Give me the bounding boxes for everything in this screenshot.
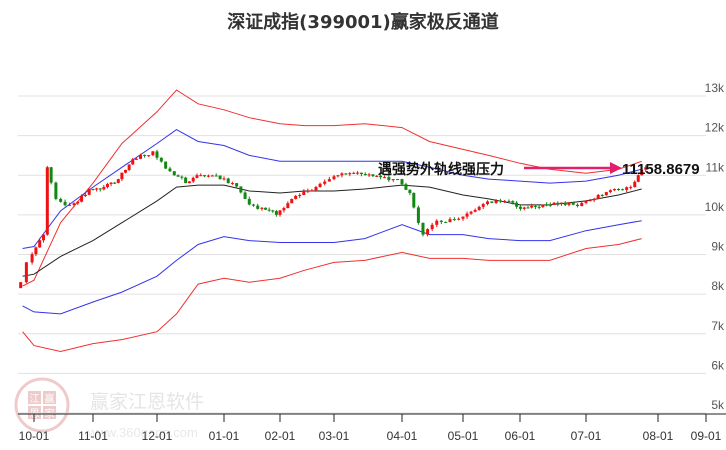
chart-title: 深证成指(399001)赢家极反通道 [227,12,499,33]
inner_upper-line [22,129,642,249]
x-tick-label: 08-01 [643,429,674,443]
y-tick-label: 7k [711,319,725,333]
svg-text:江: 江 [30,393,40,405]
y-axis: 13k 12k 11k 10k 9k 8k 7k 6k 5k [705,81,725,412]
x-tick-label: 06-01 [505,429,536,443]
x-tick-label: 12-01 [142,429,173,443]
svg-text:赢: 赢 [45,392,55,405]
x-tick-label: 11-01 [78,429,108,443]
inner_lower-line [22,220,642,315]
x-tick-label: 09-01 [691,429,722,443]
outer_lower-line [22,238,642,353]
channel-lines [22,89,642,353]
y-tick-label: 10k [705,200,725,214]
y-tick-label: 5k [711,398,725,412]
x-tick-label: 04-01 [387,429,418,443]
watermark-url: www.360gann.com [87,425,198,440]
watermark: 江 赢 恩 家 赢家江恩软件 www.360gann.com [14,377,204,440]
arrowhead-icon [610,162,622,174]
middle-line [22,184,642,277]
candlesticks [19,149,648,289]
outer_upper-line [22,89,642,287]
y-tick-label: 6k [711,358,725,372]
x-axis: 10-01 11-01 12-01 01-01 02-01 03-01 04-01 05-01… [18,413,726,443]
x-tick-label: 07-01 [571,429,602,443]
y-tick-label: 8k [711,279,725,293]
x-tick-label: 03-01 [319,429,350,443]
annotation: 遇强势外轨线强压力 11158.8679 [378,161,700,178]
y-tick-label: 12k [705,121,725,135]
annotation-value: 11158.8679 [622,161,700,178]
x-tick-label: 02-01 [265,429,296,443]
watermark-logo-icon [14,377,70,433]
x-tick-label: 01-01 [209,429,240,443]
y-tick-label: 13k [705,81,725,95]
y-tick-label: 11k [706,160,725,174]
x-tick-label: 10-01 [19,429,50,443]
x-tick-label: 05-01 [448,429,479,443]
y-tick-label: 9k [711,240,725,254]
annotation-label: 遇强势外轨线强压力 [378,161,504,178]
watermark-brand: 赢家江恩软件 [90,391,204,413]
gridlines [18,95,706,414]
